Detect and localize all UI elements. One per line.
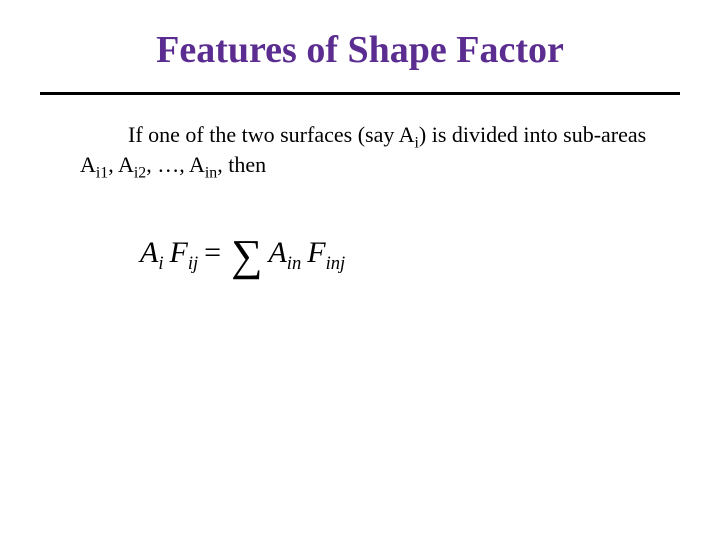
eq-lhs-F-sub: ij — [188, 253, 198, 274]
eq-lhs-A-sub: i — [158, 253, 163, 274]
eq-sigma: ∑ — [231, 230, 262, 281]
body-sep-1: , A — [108, 152, 134, 177]
body-suffix: , then — [217, 152, 266, 177]
body-text-1: If one of the two surfaces (say A — [128, 122, 415, 147]
body-sub-i1: i1 — [96, 164, 108, 181]
equation: AiFij=∑AinFinj — [140, 230, 345, 281]
eq-lhs-F: F — [170, 236, 188, 269]
eq-rhs-F: F — [307, 236, 325, 269]
eq-rhs-A-sub: in — [287, 253, 301, 274]
slide: Features of Shape Factor If one of the t… — [0, 0, 720, 540]
slide-title: Features of Shape Factor — [0, 28, 720, 72]
title-underline — [40, 92, 680, 95]
eq-lhs-A: A — [140, 236, 158, 269]
body-paragraph: If one of the two surfaces (say Ai) is d… — [80, 120, 660, 179]
body-sep-2: , …, A — [146, 152, 205, 177]
eq-rhs-A: A — [268, 236, 286, 269]
eq-equals: = — [204, 236, 221, 269]
eq-rhs-F-sub: inj — [326, 253, 346, 274]
body-sub-in: in — [205, 164, 217, 181]
body-sub-i2: i2 — [134, 164, 146, 181]
